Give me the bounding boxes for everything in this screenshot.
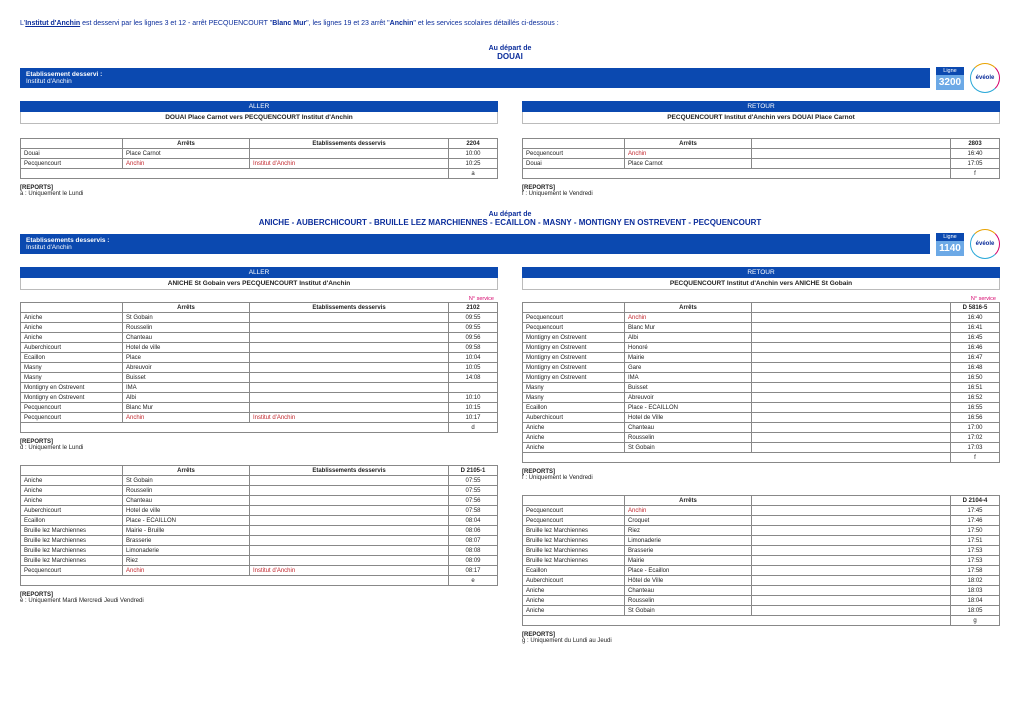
table-row: PecquencourtAnchin16:40 bbox=[523, 149, 1000, 159]
depart-header-1140: Au départ de ANICHE - AUBERCHICOURT - BR… bbox=[20, 211, 1000, 227]
table-row: MasnyBuisset16:51 bbox=[523, 383, 1000, 393]
table-row: EcaillonPlace - Ecaillon17:58 bbox=[523, 566, 1000, 576]
reports: [REPORTS] d : Uniquement le Lundi bbox=[20, 439, 498, 451]
table-row: AuberchicourtHôtel de Ville18:02 bbox=[523, 576, 1000, 586]
table-row: AnicheSt Gobain07:55 bbox=[21, 476, 498, 486]
table-row: EcaillonPlace - ECAILLON08:04 bbox=[21, 516, 498, 526]
eveole-logo: évéole bbox=[970, 229, 1000, 259]
eveole-logo: évéole bbox=[970, 63, 1000, 93]
table-row: DouaiPlace Carnot17:05 bbox=[523, 159, 1000, 169]
table-row: AnicheChanteau18:03 bbox=[523, 586, 1000, 596]
reports: [REPORTS] e : Uniquement Mardi Mercredi … bbox=[20, 592, 498, 604]
table-row: Bruille lez MarchiennesLimonaderie17:51 bbox=[523, 536, 1000, 546]
timetable: ArrêtsEtablissements desservis2204DouaiP… bbox=[20, 138, 498, 179]
table-row: Bruille lez MarchiennesRiez08:09 bbox=[21, 556, 498, 566]
table-row: AuberchicourtHotel de Ville16:56 bbox=[523, 413, 1000, 423]
titlebar-3200: Etablissement desservi : Institut d'Anch… bbox=[20, 63, 1000, 93]
table-row: MasnyAbreuvoir10:05 bbox=[21, 363, 498, 373]
table-row: AnicheRousselin07:55 bbox=[21, 486, 498, 496]
table-row: AuberchicourtHotel de ville07:58 bbox=[21, 506, 498, 516]
table-row: Bruille lez MarchiennesMairie - Bruille0… bbox=[21, 526, 498, 536]
col-retour-1140: RETOUR PECQUENCOURT Institut d'Anchin ve… bbox=[522, 267, 1000, 644]
table-row: Bruille lez MarchiennesBrasserie08:07 bbox=[21, 536, 498, 546]
table-row: AnicheSt Gobain17:03 bbox=[523, 443, 1000, 453]
table-row: Montigny en OstreventGare16:48 bbox=[523, 363, 1000, 373]
intro-text: L'Institut d'Anchin est desservi par les… bbox=[20, 20, 1000, 27]
table-row: Bruille lez MarchiennesLimonaderie08:08 bbox=[21, 546, 498, 556]
table-row: Bruille lez MarchiennesBrasserie17:53 bbox=[523, 546, 1000, 556]
etab-label: Etablissement desservi : bbox=[26, 71, 924, 78]
ligne-badge: Ligne 1140 bbox=[936, 233, 964, 256]
table-row: EcaillonPlace10:04 bbox=[21, 353, 498, 363]
table-row: AnicheSt Gobain18:05 bbox=[523, 606, 1000, 616]
table-row: Montigny en OstreventIMA bbox=[21, 383, 498, 393]
table-row: AnicheChanteau07:56 bbox=[21, 496, 498, 506]
table-row: Bruille lez MarchiennesRiez17:50 bbox=[523, 526, 1000, 536]
table-row: PecquencourtBlanc Mur16:41 bbox=[523, 323, 1000, 333]
table-row: AnicheRousselin18:04 bbox=[523, 596, 1000, 606]
reports: [REPORTS] g : Uniquement du Lundi au Jeu… bbox=[522, 632, 1000, 644]
table-row: MasnyAbreuvoir16:52 bbox=[523, 393, 1000, 403]
table-row: PecquencourtCroquet17:46 bbox=[523, 516, 1000, 526]
titlebar-1140: Etablissements desservis : Institut d'An… bbox=[20, 229, 1000, 259]
table-row: Montigny en OstreventIMA16:50 bbox=[523, 373, 1000, 383]
table-row: DouaiPlace Carnot10:00 bbox=[21, 149, 498, 159]
table-row: AuberchicourtHotel de ville09:58 bbox=[21, 343, 498, 353]
ligne-badge: Ligne 3200 bbox=[936, 67, 964, 90]
table-row: PecquencourtAnchinInstitut d'Anchin10:25 bbox=[21, 159, 498, 169]
table-row: Bruille lez MarchiennesMairie17:53 bbox=[523, 556, 1000, 566]
timetable: ArrêtsEtablissements desservisD 2105-1An… bbox=[20, 465, 498, 586]
timetable: ArrêtsD 5816-5PecquencourtAnchin16:40Pec… bbox=[522, 302, 1000, 463]
table-row: Montigny en OstreventMairie16:47 bbox=[523, 353, 1000, 363]
table-row: AnicheRousselin09:55 bbox=[21, 323, 498, 333]
reports: [REPORTS] f : Uniquement le Vendredi bbox=[522, 469, 1000, 481]
table-row: EcaillonPlace - ECAILLON16:55 bbox=[523, 403, 1000, 413]
depart-header-3200: Au départ de DOUAI bbox=[20, 45, 1000, 61]
table-row: PecquencourtBlanc Mur10:15 bbox=[21, 403, 498, 413]
etab-name: Institut d'Anchin bbox=[26, 78, 924, 85]
table-row: Montigny en OstreventAlbi10:10 bbox=[21, 393, 498, 403]
table-row: PecquencourtAnchin17:45 bbox=[523, 506, 1000, 516]
table-row: PecquencourtAnchin16:40 bbox=[523, 313, 1000, 323]
timetable: Arrêts2803PecquencourtAnchin16:40DouaiPl… bbox=[522, 138, 1000, 179]
table-row: Montigny en OstreventAlbi16:45 bbox=[523, 333, 1000, 343]
table-row: Montigny en OstreventHonoré16:46 bbox=[523, 343, 1000, 353]
table-row: MasnyBuisset14:08 bbox=[21, 373, 498, 383]
table-row: AnicheSt Gobain09:55 bbox=[21, 313, 498, 323]
col-retour-3200: RETOUR PECQUENCOURT Institut d'Anchin ve… bbox=[522, 101, 1000, 197]
table-row: PecquencourtAnchinInstitut d'Anchin08:17 bbox=[21, 566, 498, 576]
timetable: ArrêtsEtablissements desservis2102Aniche… bbox=[20, 302, 498, 433]
col-aller-1140: ALLER ANICHE St Gobain vers PECQUENCOURT… bbox=[20, 267, 498, 644]
table-row: AnicheRousselin17:02 bbox=[523, 433, 1000, 443]
table-row: AnicheChanteau17:00 bbox=[523, 423, 1000, 433]
reports: [REPORTS] a : Uniquement le Lundi bbox=[20, 185, 498, 197]
table-row: AnicheChanteau09:56 bbox=[21, 333, 498, 343]
timetable: ArrêtsD 2104-4PecquencourtAnchin17:45Pec… bbox=[522, 495, 1000, 626]
table-row: PecquencourtAnchinInstitut d'Anchin10:17 bbox=[21, 413, 498, 423]
col-aller-3200: ALLER DOUAI Place Carnot vers PECQUENCOU… bbox=[20, 101, 498, 197]
reports: [REPORTS] f : Uniquement le Vendredi bbox=[522, 185, 1000, 197]
